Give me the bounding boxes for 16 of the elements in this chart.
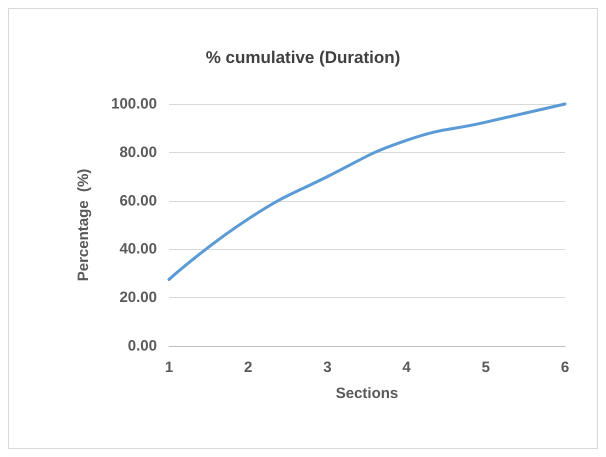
y-tick-label: 100.00 xyxy=(111,96,157,112)
line-series xyxy=(168,102,566,281)
y-axis-title: Percentage (%) xyxy=(75,168,92,282)
x-tick-label: 6 xyxy=(560,359,570,376)
x-tick-label: 2 xyxy=(244,359,252,376)
x-axis-title: Sections xyxy=(336,385,398,402)
y-tick-label: 60.00 xyxy=(119,192,157,210)
y-tick-label: 0.00 xyxy=(128,338,157,354)
chart-title: % cumulative (Duration) xyxy=(206,48,400,67)
y-tick-label: 80.00 xyxy=(119,144,157,161)
x-tick-label: 5 xyxy=(482,359,490,376)
y-tick-label: 20.00 xyxy=(119,289,157,306)
x-tick-label: 4 xyxy=(402,359,412,376)
x-tick-label: 3 xyxy=(323,359,332,376)
x-tick-label: 1 xyxy=(164,359,174,376)
y-tick-label: 40.00 xyxy=(119,240,157,258)
